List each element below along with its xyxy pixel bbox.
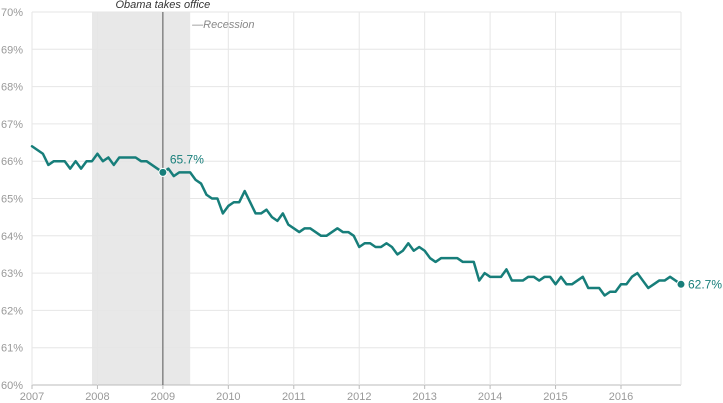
callout-point — [676, 279, 686, 289]
callout-label: 62.7% — [688, 277, 722, 291]
y-tick-label: 65% — [1, 194, 23, 206]
callout-label: 65.7% — [170, 152, 204, 166]
tick-label-layer: 60% 61% 62% 63% 64% 65% 66% 67% 68% 69% 70% 2007 200… — [1, 7, 722, 403]
y-tick-label: 60% — [1, 380, 23, 392]
y-tick-label: 67% — [1, 119, 23, 131]
y-tick-label: 62% — [1, 305, 23, 317]
series-layer — [30, 145, 686, 297]
y-tick-label: 69% — [1, 44, 23, 56]
grid-layer — [31, 11, 682, 389]
y-tick-label: 64% — [1, 231, 23, 243]
y-tick-label: 66% — [1, 156, 23, 168]
x-tick-label: 2016 — [609, 391, 633, 403]
event-label: Obama takes office — [115, 0, 210, 11]
annotation-layer: —Recession Obama takes office — [115, 0, 255, 385]
y-tick-label: 63% — [1, 268, 23, 280]
x-tick-label: 2011 — [282, 391, 306, 403]
y-tick-label: 68% — [1, 82, 23, 94]
callout-point — [158, 167, 168, 177]
y-tick-label: 61% — [1, 343, 23, 355]
x-tick-label: 2012 — [347, 391, 371, 403]
x-tick-label: 2015 — [543, 391, 567, 403]
x-tick-label: 2014 — [478, 391, 502, 403]
x-tick-label: 2009 — [151, 391, 175, 403]
x-tick-label: 2013 — [412, 391, 436, 403]
x-tick-label: 2007 — [20, 391, 44, 403]
recession-label: —Recession — [191, 19, 254, 31]
y-tick-label: 70% — [1, 7, 23, 19]
x-tick-label: 2010 — [216, 391, 240, 403]
x-tick-label: 2008 — [85, 391, 109, 403]
series-line — [30, 145, 683, 297]
